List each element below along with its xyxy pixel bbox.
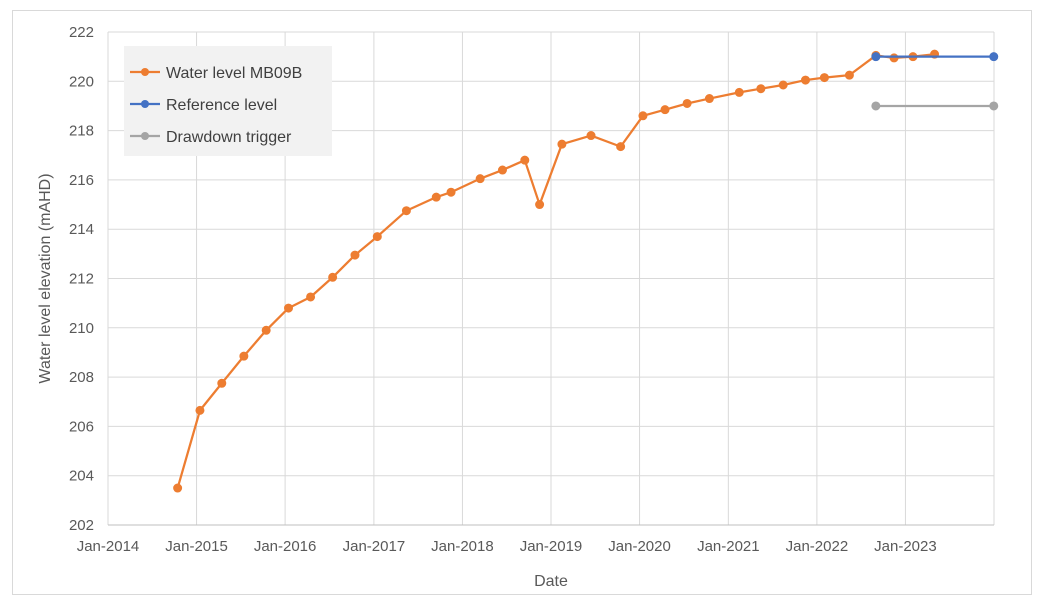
data-point — [328, 272, 338, 282]
x-tick-label: Jan-2021 — [697, 538, 760, 555]
legend-swatch-marker — [141, 68, 149, 76]
x-tick-label: Jan-2020 — [608, 538, 671, 555]
data-point — [306, 292, 316, 302]
data-point — [372, 232, 382, 242]
y-tick-label: 208 — [69, 369, 94, 386]
data-point — [660, 105, 670, 115]
data-point — [475, 174, 485, 184]
y-tick-label: 212 — [69, 271, 94, 288]
x-tick-label: Jan-2022 — [786, 538, 849, 555]
legend-swatch-marker — [141, 100, 149, 108]
y-axis-title: Water level elevation (mAHD) — [37, 173, 54, 383]
data-point — [535, 200, 545, 210]
x-tick-label: Jan-2016 — [254, 538, 317, 555]
data-point — [557, 139, 567, 149]
data-point — [173, 483, 183, 493]
y-tick-label: 214 — [69, 221, 94, 238]
y-tick-label: 202 — [69, 517, 94, 534]
data-point — [497, 165, 507, 175]
data-point — [778, 80, 788, 90]
x-tick-label: Jan-2018 — [431, 538, 494, 555]
series-line — [176, 53, 935, 489]
data-point — [283, 303, 293, 313]
x-axis-title: Date — [534, 573, 568, 590]
y-tick-label: 204 — [69, 468, 94, 485]
chart-frame — [12, 10, 1032, 595]
data-point — [520, 155, 530, 165]
data-point — [871, 52, 881, 62]
data-point — [756, 84, 766, 94]
data-point — [844, 70, 854, 80]
legend-label: Reference level — [166, 97, 277, 114]
data-point — [431, 192, 441, 202]
legend-box — [124, 46, 332, 156]
y-tick-label: 220 — [69, 73, 94, 90]
data-point — [217, 378, 227, 388]
data-point — [682, 98, 692, 108]
x-tick-label: Jan-2023 — [874, 538, 937, 555]
legend-label: Drawdown trigger — [166, 129, 292, 146]
x-tick-label: Jan-2015 — [165, 538, 228, 555]
data-point — [800, 75, 810, 85]
y-tick-label: 218 — [69, 123, 94, 140]
legend-swatch-marker — [141, 132, 149, 140]
data-point — [195, 405, 205, 415]
data-point — [261, 325, 271, 335]
data-point — [350, 250, 360, 260]
data-point — [401, 206, 411, 216]
y-tick-label: 206 — [69, 418, 94, 435]
x-tick-label: Jan-2019 — [520, 538, 583, 555]
data-point — [239, 351, 249, 361]
data-point — [704, 94, 714, 104]
x-tick-label: Jan-2017 — [343, 538, 406, 555]
data-point — [638, 111, 648, 121]
data-point — [819, 73, 829, 83]
y-tick-label: 216 — [69, 172, 94, 189]
data-point — [989, 52, 999, 62]
data-point — [889, 53, 899, 63]
data-point — [446, 187, 456, 197]
data-point — [586, 131, 596, 141]
x-tick-label: Jan-2014 — [77, 538, 140, 555]
legend-label: Water level MB09B — [166, 65, 302, 82]
data-point — [989, 101, 999, 111]
data-point — [734, 87, 744, 97]
y-tick-label: 210 — [69, 320, 94, 337]
data-point — [616, 142, 626, 152]
data-point — [871, 101, 881, 111]
y-tick-label: 222 — [69, 24, 94, 41]
